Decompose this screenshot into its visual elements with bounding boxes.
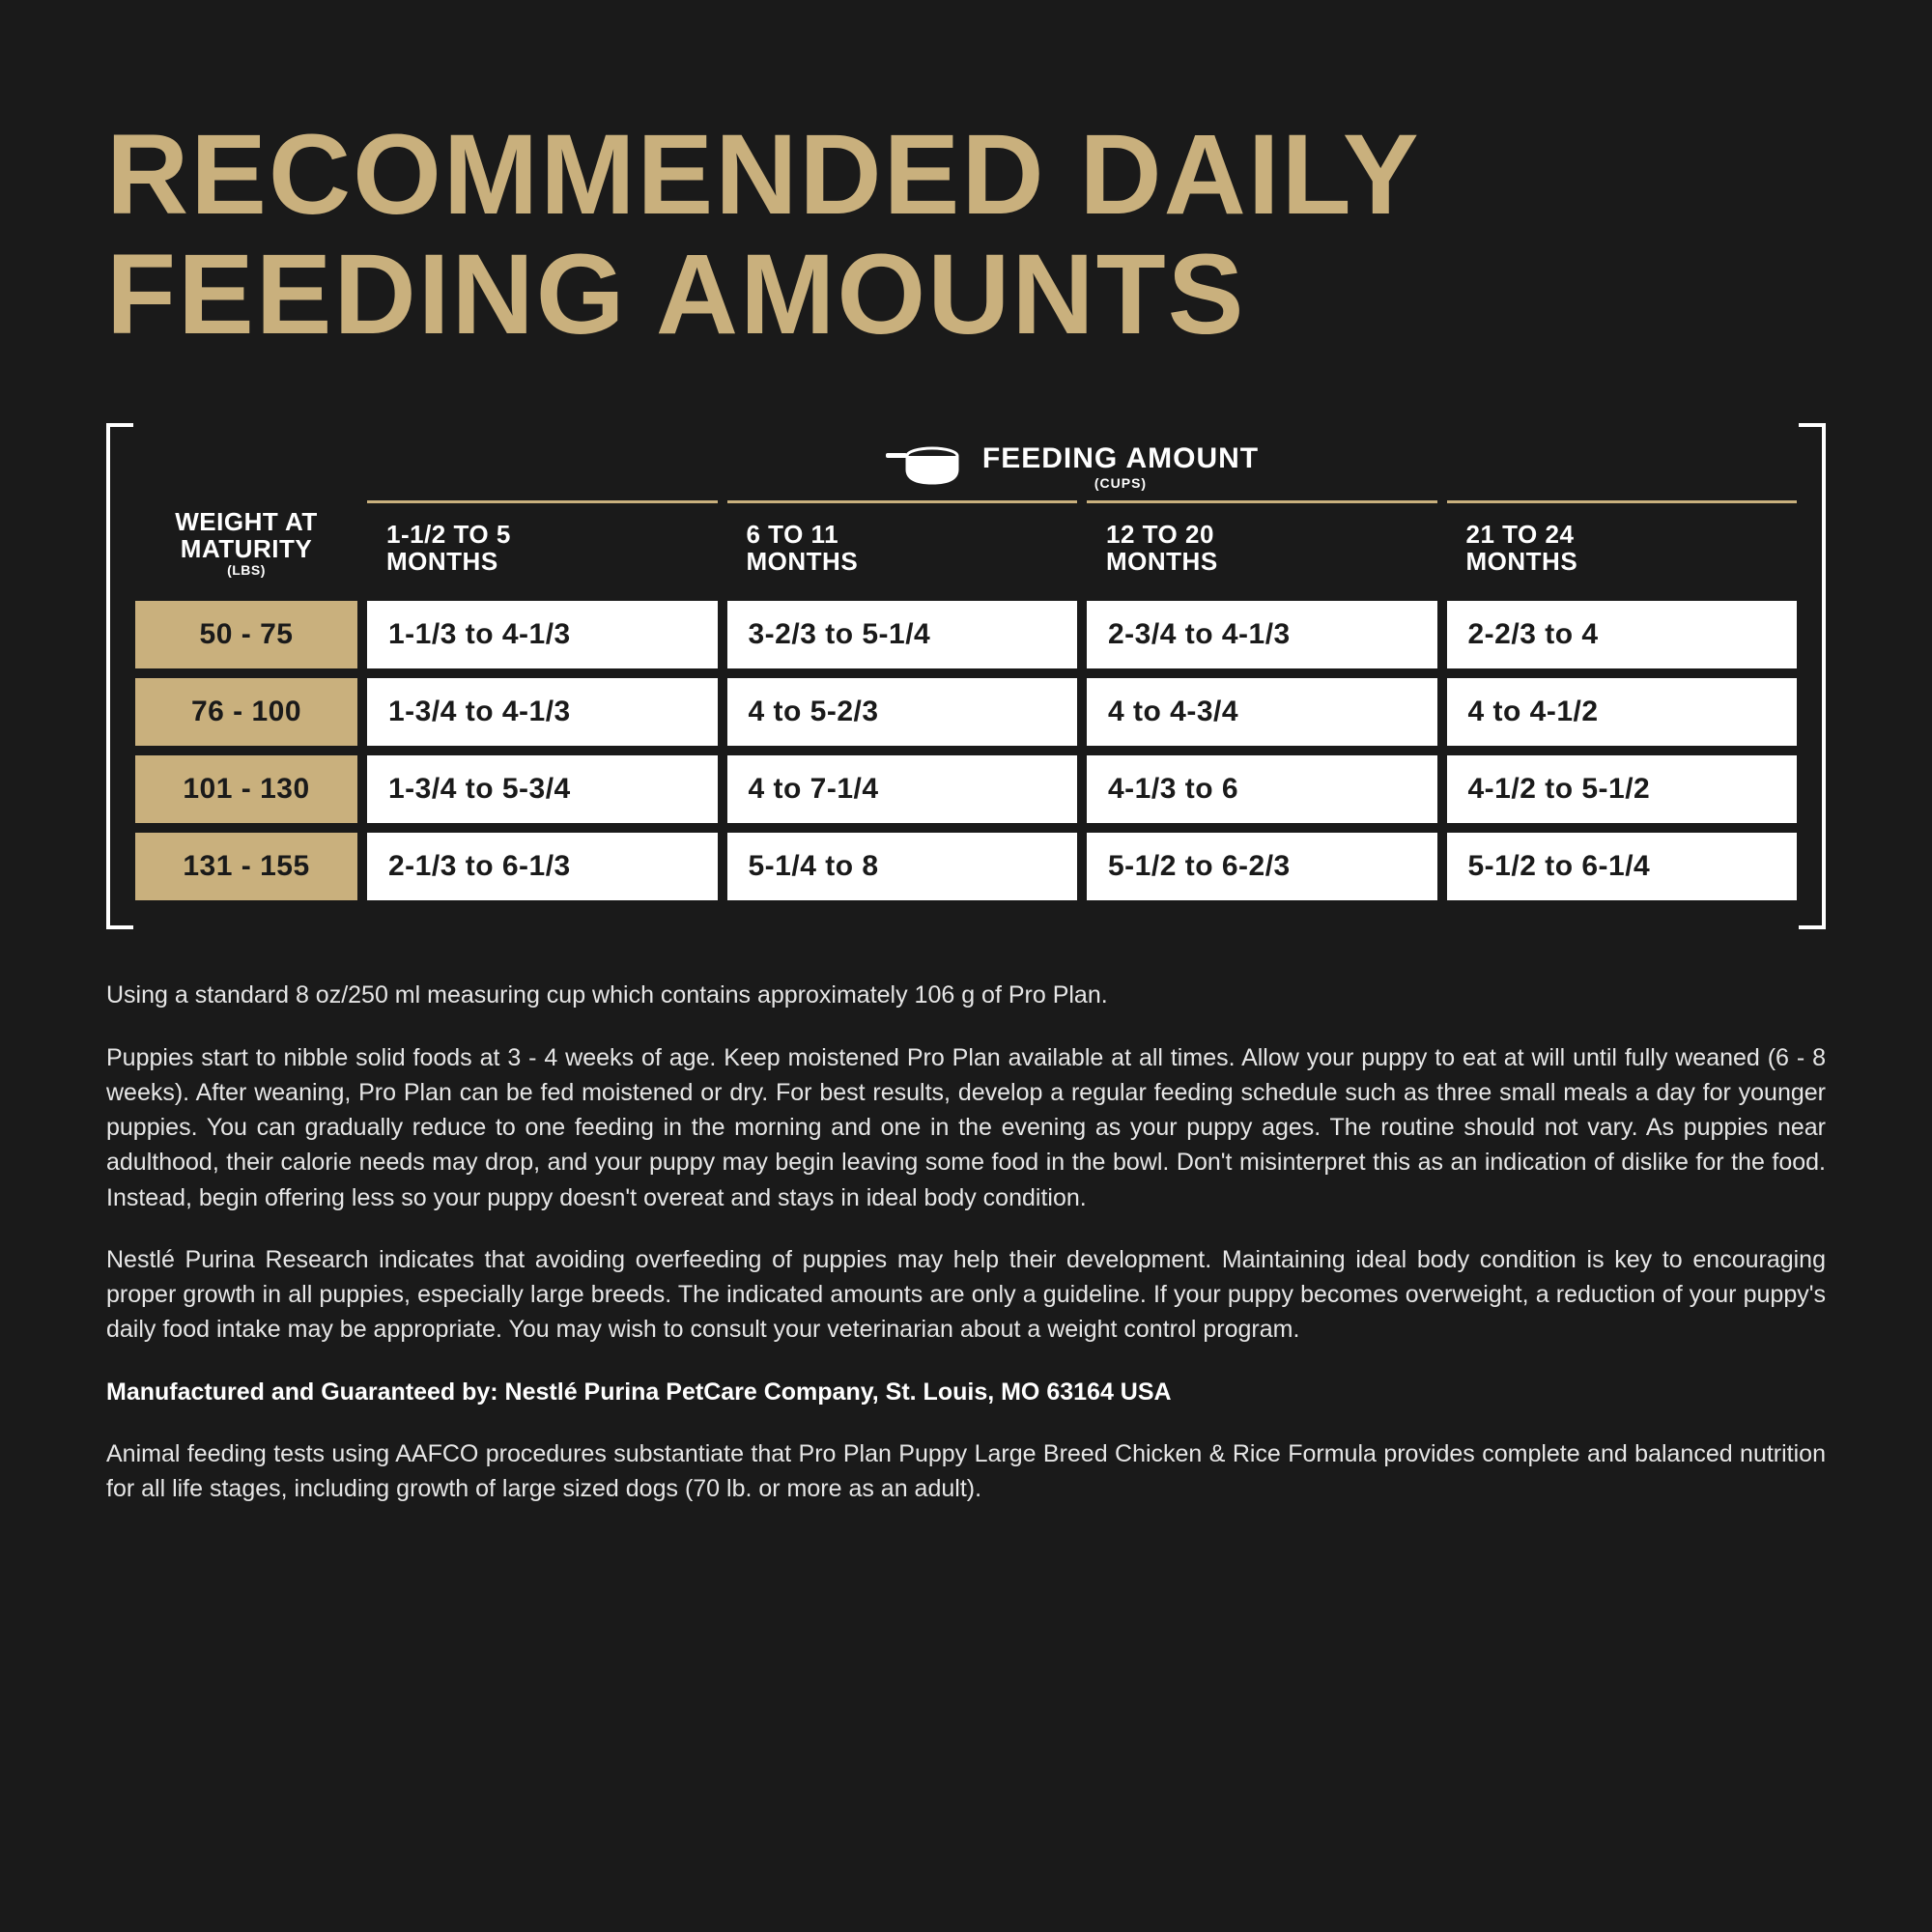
table-cell: 5-1/2 to 6-2/3: [1087, 833, 1437, 900]
paragraph-5: Animal feeding tests using AAFCO procedu…: [106, 1436, 1826, 1507]
feeding-amount-label: FEEDING AMOUNT (CUPS): [982, 442, 1259, 491]
table-cell: 5-1/4 to 8: [727, 833, 1078, 900]
table-cell: 2-3/4 to 4-1/3: [1087, 601, 1437, 668]
column-header: 1-1/2 TO 5 MONTHS: [367, 500, 718, 592]
table-cell: 2-1/3 to 6-1/3: [367, 833, 718, 900]
table-cell: 4-1/2 to 5-1/2: [1447, 755, 1798, 823]
manufacturer-line: Manufactured and Guaranteed by: Nestlé P…: [106, 1375, 1826, 1409]
feeding-amount-header: FEEDING AMOUNT (CUPS): [348, 442, 1797, 491]
page-title: RECOMMENDED DAILY FEEDING AMOUNTS: [106, 116, 1826, 355]
col-line2: MONTHS: [386, 547, 498, 576]
feeding-table: WEIGHT AT MATURITY (LBS) 1-1/2 TO 5 MONT…: [135, 500, 1797, 901]
table-cell: 4 to 4-3/4: [1087, 678, 1437, 746]
bracket-corner: [106, 902, 133, 929]
col-line2: MONTHS: [1106, 547, 1218, 576]
col-line1: 12 TO 20: [1106, 520, 1214, 549]
table-cell: 3-2/3 to 5-1/4: [727, 601, 1078, 668]
table-cell: 1-3/4 to 4-1/3: [367, 678, 718, 746]
weight-cell: 131 - 155: [135, 833, 357, 900]
feeding-table-container: FEEDING AMOUNT (CUPS) WEIGHT AT MATURITY…: [106, 423, 1826, 930]
column-header: 21 TO 24 MONTHS: [1447, 500, 1798, 592]
table-cell: 2-2/3 to 4: [1447, 601, 1798, 668]
table-cell: 4 to 7-1/4: [727, 755, 1078, 823]
col-line1: 21 TO 24: [1466, 520, 1575, 549]
col-line1: 1-1/2 TO 5: [386, 520, 511, 549]
col-line1: 6 TO 11: [747, 520, 839, 549]
bracket-corner: [106, 423, 133, 450]
col-line2: MONTHS: [1466, 547, 1578, 576]
title-line-1: RECOMMENDED DAILY: [106, 111, 1421, 239]
feeding-amount-text: FEEDING AMOUNT: [982, 442, 1259, 475]
paragraph-1: Using a standard 8 oz/250 ml measuring c…: [106, 978, 1826, 1012]
title-line-2: FEEDING AMOUNTS: [106, 231, 1245, 358]
paragraph-2: Puppies start to nibble solid foods at 3…: [106, 1040, 1826, 1215]
feeding-amount-sub: (CUPS): [982, 475, 1259, 491]
table-cell: 5-1/2 to 6-1/4: [1447, 833, 1798, 900]
column-header: 6 TO 11 MONTHS: [727, 500, 1078, 592]
weight-header-line1: WEIGHT AT: [175, 508, 317, 536]
weight-header: WEIGHT AT MATURITY (LBS): [135, 500, 357, 592]
weight-header-line2: MATURITY: [181, 535, 312, 563]
bracket-corner: [1799, 423, 1826, 450]
weight-cell: 50 - 75: [135, 601, 357, 668]
measuring-cup-icon: [886, 446, 965, 487]
paragraph-3: Nestlé Purina Research indicates that av…: [106, 1242, 1826, 1348]
col-line2: MONTHS: [747, 547, 859, 576]
table-cell: 4 to 5-2/3: [727, 678, 1078, 746]
table-cell: 4 to 4-1/2: [1447, 678, 1798, 746]
weight-cell: 101 - 130: [135, 755, 357, 823]
column-header: 12 TO 20 MONTHS: [1087, 500, 1437, 592]
bracket-corner: [1799, 902, 1826, 929]
table-cell: 4-1/3 to 6: [1087, 755, 1437, 823]
weight-header-sub: (LBS): [227, 563, 266, 578]
table-cell: 1-3/4 to 5-3/4: [367, 755, 718, 823]
table-cell: 1-1/3 to 4-1/3: [367, 601, 718, 668]
bracket-side: [1822, 450, 1826, 903]
weight-cell: 76 - 100: [135, 678, 357, 746]
bracket-side: [106, 450, 110, 903]
